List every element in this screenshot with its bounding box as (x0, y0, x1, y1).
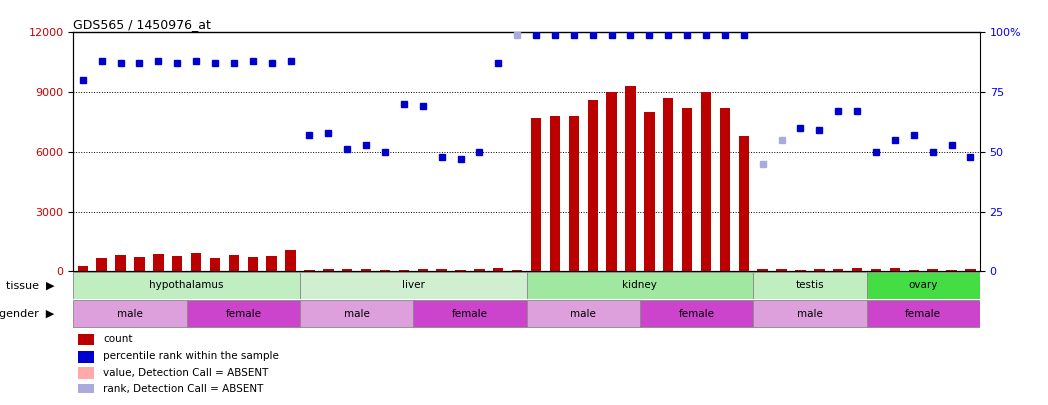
Bar (833, 269, 844, 271)
Text: female: female (905, 309, 941, 319)
Bar (550, 116, 560, 271)
Bar (304, 270, 314, 271)
Bar (909, 270, 919, 271)
Bar (526, 272, 754, 299)
Text: ovary: ovary (909, 280, 938, 290)
Bar (946, 270, 957, 271)
Bar (965, 269, 976, 271)
Bar (247, 257, 258, 271)
Text: male: male (117, 309, 143, 319)
Bar (814, 269, 825, 271)
Text: hypothalamus: hypothalamus (150, 280, 224, 290)
Text: tissue  ▶: tissue ▶ (6, 280, 54, 290)
Bar (115, 255, 126, 271)
Bar (78, 384, 94, 395)
Bar (436, 269, 446, 271)
Bar (754, 300, 867, 327)
Bar (739, 136, 749, 271)
Text: GDS565 / 1450976_at: GDS565 / 1450976_at (73, 18, 212, 31)
Bar (867, 272, 980, 299)
Bar (531, 118, 541, 271)
Bar (187, 300, 300, 327)
Text: female: female (452, 309, 488, 319)
Bar (342, 269, 352, 271)
Bar (417, 269, 428, 271)
Text: female: female (225, 309, 261, 319)
Bar (300, 300, 413, 327)
Bar (78, 351, 94, 363)
Bar (73, 272, 300, 299)
Bar (795, 270, 806, 271)
Bar (228, 255, 239, 271)
Bar (777, 269, 787, 271)
Bar (73, 300, 187, 327)
Bar (871, 269, 881, 271)
Bar (701, 92, 712, 271)
Bar (96, 258, 107, 271)
Text: gender  ▶: gender ▶ (0, 309, 54, 319)
Bar (569, 116, 580, 271)
Bar (323, 269, 333, 271)
Bar (890, 269, 900, 271)
Text: male: male (570, 309, 596, 319)
Text: male: male (796, 309, 823, 319)
Bar (474, 269, 484, 271)
Bar (927, 269, 938, 271)
Text: value, Detection Call = ABSENT: value, Detection Call = ABSENT (104, 368, 268, 377)
Text: percentile rank within the sample: percentile rank within the sample (104, 352, 279, 361)
Bar (758, 269, 768, 271)
Bar (852, 269, 863, 271)
Bar (512, 270, 522, 271)
Bar (300, 272, 526, 299)
Bar (379, 270, 390, 271)
Bar (285, 250, 296, 271)
Bar (754, 272, 867, 299)
Bar (78, 266, 88, 271)
Bar (640, 300, 754, 327)
Bar (526, 300, 640, 327)
Bar (361, 269, 371, 271)
Bar (682, 108, 693, 271)
Bar (494, 269, 503, 271)
Text: female: female (679, 309, 715, 319)
Text: kidney: kidney (623, 280, 657, 290)
Bar (153, 254, 163, 271)
Bar (663, 98, 674, 271)
Text: male: male (344, 309, 370, 319)
Bar (266, 256, 277, 271)
Bar (210, 258, 220, 271)
Text: liver: liver (401, 280, 424, 290)
Bar (413, 300, 527, 327)
Bar (78, 334, 94, 345)
Bar (172, 256, 182, 271)
Bar (134, 257, 145, 271)
Bar (626, 86, 636, 271)
Bar (867, 300, 980, 327)
Bar (720, 108, 730, 271)
Bar (645, 112, 655, 271)
Bar (398, 270, 409, 271)
Bar (607, 92, 617, 271)
Bar (455, 270, 465, 271)
Bar (78, 367, 94, 379)
Text: count: count (104, 334, 133, 344)
Bar (588, 100, 598, 271)
Text: testis: testis (795, 280, 824, 290)
Bar (191, 253, 201, 271)
Text: rank, Detection Call = ABSENT: rank, Detection Call = ABSENT (104, 384, 264, 394)
